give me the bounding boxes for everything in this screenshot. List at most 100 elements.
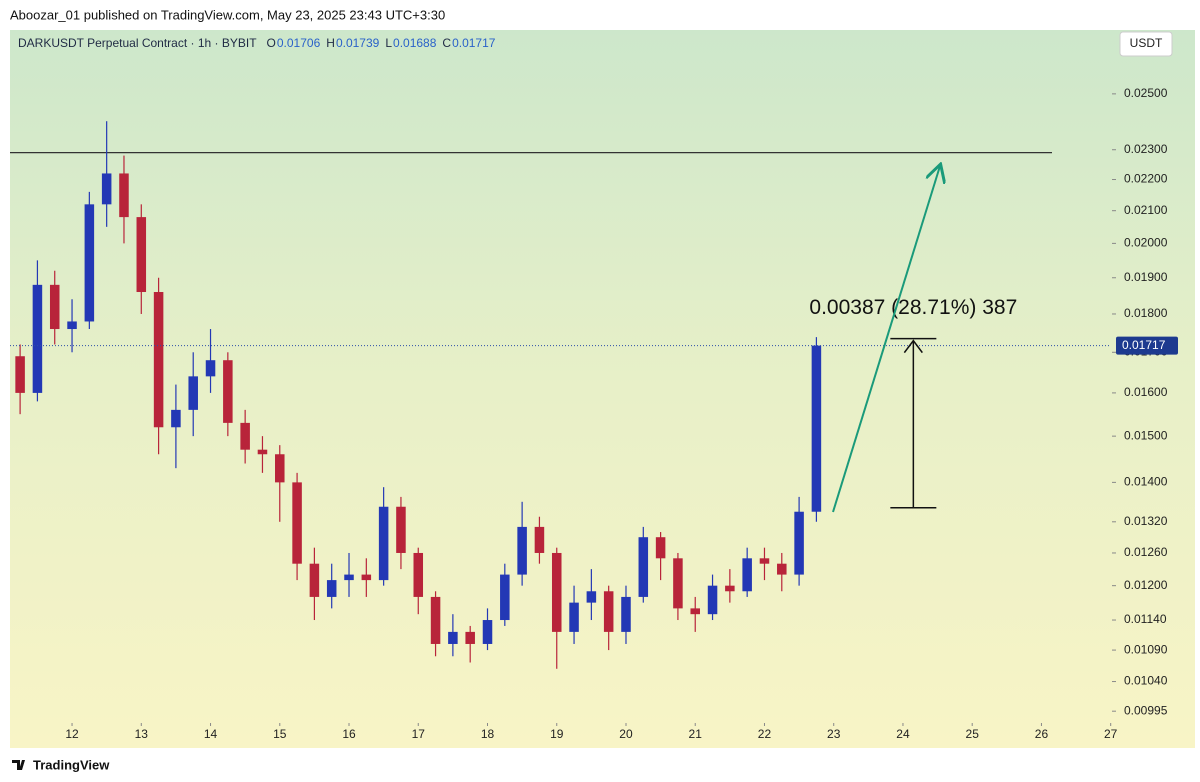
- y-tick-label: 0.02000: [1124, 236, 1168, 250]
- y-tick-label: 0.02200: [1124, 172, 1168, 186]
- candle-body: [603, 591, 614, 632]
- candle-body: [223, 360, 233, 423]
- last-price-box: [1116, 336, 1178, 355]
- candle-body: [15, 356, 25, 393]
- candle-body: [569, 602, 579, 632]
- candle-body: [153, 292, 164, 428]
- y-tick-label: 0.01140: [1124, 612, 1167, 626]
- plot-area: 0.02500 0.02300 0.02200 0.02100 0.02000 0.019…: [10, 86, 1178, 741]
- candle-body: [275, 454, 285, 483]
- y-tick-label: 0.01900: [1124, 270, 1168, 284]
- candle-body: [448, 631, 458, 644]
- candle-body: [101, 173, 112, 205]
- currency-button[interactable]: [1119, 31, 1173, 57]
- measure-label: 0.00387 (28.71%) 387: [809, 296, 1017, 319]
- y-tick-label: 0.01200: [1124, 578, 1168, 592]
- legend-key: L: [385, 36, 392, 50]
- y-tick-label: 0.01090: [1124, 642, 1168, 656]
- candle-body: [482, 620, 493, 644]
- legend-key: O: [267, 36, 276, 50]
- candle-body: [517, 526, 527, 575]
- x-tick-label: 12: [65, 727, 79, 741]
- candle-body: [84, 204, 95, 322]
- x-tick-label: 18: [481, 727, 495, 741]
- x-tick-label: 17: [412, 727, 426, 741]
- x-tick-label: 22: [758, 727, 772, 741]
- candle-body: [707, 585, 718, 615]
- candle-body: [292, 482, 302, 564]
- projection-arrow: [832, 166, 940, 513]
- candle-body: [205, 360, 216, 377]
- candle-body: [49, 284, 60, 330]
- candle-body: [534, 526, 545, 553]
- candle-body: [240, 422, 250, 450]
- x-tick-label: 13: [135, 727, 149, 741]
- candle-body: [378, 506, 389, 581]
- candle-body: [119, 173, 129, 218]
- candle-body: [742, 558, 752, 592]
- x-tick-label: 23: [827, 727, 841, 741]
- candle-body: [690, 608, 700, 615]
- legend-value: 0.01717: [452, 36, 496, 50]
- x-tick-label: 25: [966, 727, 980, 741]
- candle-body: [257, 449, 268, 455]
- legend-key: H: [326, 36, 335, 50]
- candle-body: [551, 552, 562, 632]
- legend-value: 0.01706: [277, 36, 321, 50]
- candle-body: [621, 596, 631, 632]
- y-tick-label: 0.01320: [1124, 514, 1168, 528]
- y-tick-label: 0.01600: [1124, 385, 1168, 399]
- candle-body: [725, 585, 735, 592]
- candle-body: [586, 591, 597, 603]
- y-tick-label: 0.01260: [1124, 545, 1168, 559]
- y-tick-label: 0.02100: [1124, 203, 1168, 217]
- legend: DARKUSDT Perpetual Contract · 1h · BYBIT…: [18, 36, 496, 50]
- candle-body: [638, 537, 649, 597]
- candle-body: [326, 580, 337, 597]
- candle-body: [811, 345, 822, 512]
- candle-body: [430, 596, 441, 644]
- candle-body: [171, 409, 181, 428]
- candle-body: [309, 563, 320, 597]
- y-tick-label: 0.02500: [1124, 86, 1168, 100]
- legend-title: DARKUSDT Perpetual Contract · 1h · BYBIT: [18, 36, 257, 50]
- candle-body: [361, 574, 372, 581]
- footer-brand: TradingView: [33, 757, 110, 772]
- candle-body: [655, 537, 666, 559]
- x-tick-label: 21: [689, 727, 703, 741]
- x-tick-label: 14: [204, 727, 218, 741]
- candle-body: [777, 563, 787, 575]
- candle-body: [465, 631, 475, 644]
- measure-arrowhead: [903, 339, 923, 354]
- y-tick-label: 0.01400: [1124, 475, 1168, 489]
- x-tick-label: 19: [550, 727, 564, 741]
- last-price-label: 0.01717: [1122, 338, 1166, 352]
- y-tick-label: 0.01040: [1124, 674, 1168, 688]
- x-tick-label: 15: [273, 727, 287, 741]
- tradingview-logo: [12, 760, 25, 770]
- candle-body: [136, 217, 147, 293]
- y-tick-label: 0.01800: [1124, 306, 1168, 320]
- x-tick-label: 16: [342, 727, 356, 741]
- y-tick-label: 0.02300: [1124, 142, 1168, 156]
- candle-body: [396, 506, 406, 553]
- candle-body: [413, 552, 424, 597]
- currency-label: USDT: [1130, 36, 1163, 50]
- candle-body: [32, 284, 43, 393]
- publish-info: Aboozar_01 published on TradingView.com,…: [10, 7, 445, 22]
- x-tick-label: 27: [1104, 727, 1118, 741]
- candle-body: [673, 558, 683, 609]
- x-tick-label: 26: [1035, 727, 1049, 741]
- x-tick-label: 20: [619, 727, 633, 741]
- y-tick-label: 0.00995: [1124, 703, 1168, 717]
- candle-body: [67, 321, 77, 330]
- candle-body: [344, 574, 354, 581]
- x-tick-label: 24: [896, 727, 910, 741]
- candle-body: [759, 558, 770, 564]
- chart-background: [10, 30, 1195, 748]
- candle-body: [794, 511, 804, 575]
- y-tick-label: 0.01500: [1124, 428, 1168, 442]
- legend-key: C: [442, 36, 451, 50]
- legend-value: 0.01688: [393, 36, 437, 50]
